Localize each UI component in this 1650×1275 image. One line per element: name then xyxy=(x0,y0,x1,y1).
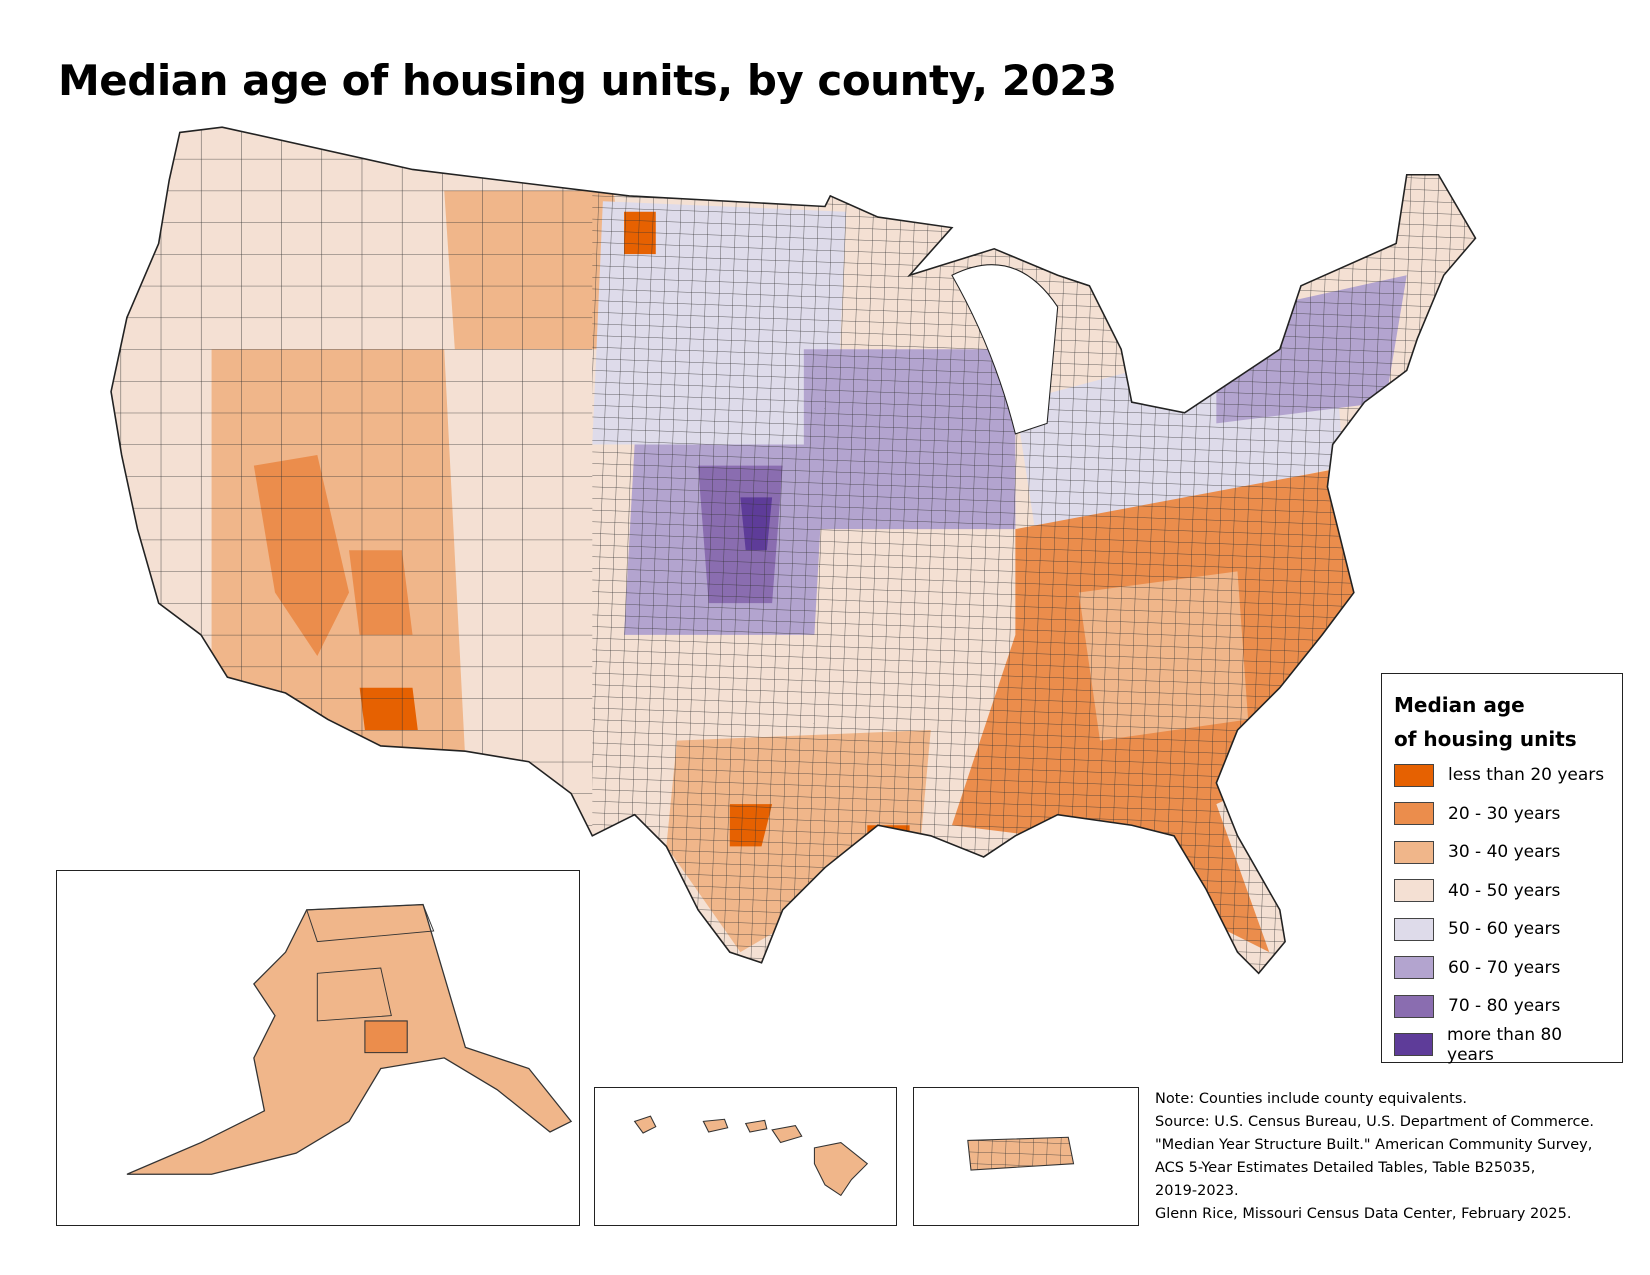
legend-label: 20 - 30 years xyxy=(1448,803,1561,824)
puerto-rico-map xyxy=(967,1136,1075,1171)
note-line: Glenn Rice, Missouri Census Data Center,… xyxy=(1155,1206,1572,1222)
note-line: "Median Year Structure Built." American … xyxy=(1155,1137,1593,1153)
legend-swatch xyxy=(1394,994,1434,1018)
legend-label: 70 - 80 years xyxy=(1448,996,1561,1017)
legend-swatch xyxy=(1394,802,1434,826)
legend-items: less than 20 years 20 - 30 years 30 - 40 y… xyxy=(1394,756,1610,1065)
map-title: Median age of housing units, by county, … xyxy=(58,56,1117,105)
legend-item: less than 20 years xyxy=(1394,756,1610,795)
legend-swatch xyxy=(1394,763,1434,787)
lake-michigan xyxy=(951,264,1059,435)
legend-swatch xyxy=(1394,879,1434,903)
legend-item: 60 - 70 years xyxy=(1394,949,1610,988)
legend-title-line2: of housing units xyxy=(1394,727,1577,751)
legend-label: less than 20 years xyxy=(1448,765,1605,786)
note-line: Note: Counties include county equivalent… xyxy=(1155,1091,1468,1107)
hawaii-map xyxy=(633,1115,869,1197)
legend-item: 30 - 40 years xyxy=(1394,833,1610,872)
legend-label: 40 - 50 years xyxy=(1448,880,1561,901)
alaska-map xyxy=(126,903,573,1175)
legend-label: 50 - 60 years xyxy=(1448,919,1561,940)
legend-swatch xyxy=(1394,1033,1434,1057)
legend-item: 40 - 50 years xyxy=(1394,872,1610,911)
legend: Median age of housing units less than 20… xyxy=(1381,673,1623,1065)
legend-swatch xyxy=(1394,840,1434,864)
legend-item: 50 - 60 years xyxy=(1394,910,1610,949)
legend-swatch xyxy=(1394,917,1434,941)
source-notes: Note: Counties include county equivalent… xyxy=(1155,1088,1594,1226)
legend-item: 20 - 30 years xyxy=(1394,795,1610,834)
legend-label: more than 80 years xyxy=(1447,1024,1563,1065)
legend-swatch xyxy=(1394,956,1434,980)
note-line: 2019-2023. xyxy=(1155,1183,1239,1199)
note-line: Source: U.S. Census Bureau, U.S. Departm… xyxy=(1155,1114,1594,1130)
note-line: ACS 5-Year Estimates Detailed Tables, Ta… xyxy=(1155,1160,1536,1176)
legend-item: 70 - 80 years xyxy=(1394,987,1610,1026)
legend-item: more than 80 years xyxy=(1394,1024,1610,1065)
legend-label: 60 - 70 years xyxy=(1448,957,1561,978)
legend-label: 30 - 40 years xyxy=(1448,842,1561,863)
legend-title-line1: Median age xyxy=(1394,693,1525,717)
